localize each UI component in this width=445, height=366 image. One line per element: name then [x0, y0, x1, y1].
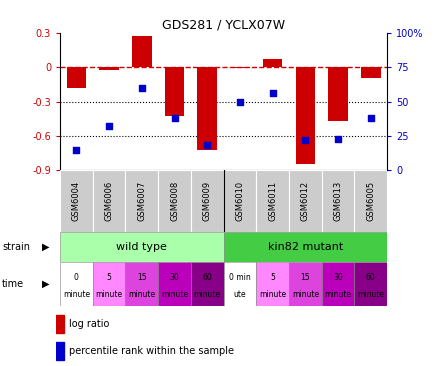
Bar	[289, 170, 322, 232]
Text: ▶: ▶	[42, 279, 50, 289]
Text: 60: 60	[202, 273, 212, 281]
Text: minute: minute	[357, 290, 384, 299]
Text: 5: 5	[107, 273, 112, 281]
Bar	[165, 67, 184, 116]
Point	[138, 85, 146, 91]
Bar	[224, 262, 256, 306]
Bar	[295, 67, 315, 164]
Bar	[93, 170, 125, 232]
Text: GSM6010: GSM6010	[235, 181, 244, 221]
Text: time: time	[2, 279, 24, 289]
Text: 15: 15	[137, 273, 147, 281]
Text: minute: minute	[96, 290, 123, 299]
Text: GSM6012: GSM6012	[301, 181, 310, 221]
Text: GSM6011: GSM6011	[268, 181, 277, 221]
Bar	[224, 232, 387, 262]
Bar	[60, 232, 224, 262]
Bar	[99, 67, 119, 70]
Bar	[256, 262, 289, 306]
Bar	[158, 170, 191, 232]
Text: GSM6013: GSM6013	[334, 181, 343, 221]
Text: GSM6008: GSM6008	[170, 181, 179, 221]
Text: minute: minute	[63, 290, 90, 299]
Bar	[322, 170, 355, 232]
Bar	[361, 67, 380, 78]
Text: kin82 mutant: kin82 mutant	[268, 242, 343, 252]
Text: minute: minute	[324, 290, 352, 299]
Bar	[355, 170, 387, 232]
Bar	[60, 262, 93, 306]
Text: minute: minute	[161, 290, 188, 299]
Text: GSM6004: GSM6004	[72, 181, 81, 221]
Bar	[263, 59, 283, 67]
Point	[105, 123, 113, 129]
Text: minute: minute	[194, 290, 221, 299]
Bar	[56, 315, 64, 333]
Text: GSM6006: GSM6006	[105, 181, 113, 221]
Text: ▶: ▶	[42, 242, 50, 252]
Point	[171, 115, 178, 121]
Text: 0: 0	[74, 273, 79, 281]
Text: strain: strain	[2, 242, 30, 252]
Point	[73, 147, 80, 153]
Bar	[256, 170, 289, 232]
Bar	[93, 262, 125, 306]
Text: 5: 5	[270, 273, 275, 281]
Bar	[158, 262, 191, 306]
Bar	[60, 170, 93, 232]
Text: 15: 15	[300, 273, 310, 281]
Bar	[56, 342, 64, 360]
Point	[236, 98, 243, 105]
Bar	[125, 262, 158, 306]
Point	[302, 137, 309, 143]
Text: GSM6007: GSM6007	[138, 181, 146, 221]
Text: 0 min: 0 min	[229, 273, 251, 281]
Point	[269, 90, 276, 96]
Bar	[191, 170, 224, 232]
Bar	[224, 170, 256, 232]
Bar	[191, 262, 224, 306]
Bar	[125, 170, 158, 232]
Text: 60: 60	[366, 273, 376, 281]
Text: wild type: wild type	[117, 242, 167, 252]
Point	[335, 136, 342, 142]
Bar	[230, 67, 250, 68]
Text: minute: minute	[128, 290, 155, 299]
Text: 30: 30	[170, 273, 179, 281]
Point	[204, 143, 211, 149]
Text: log ratio: log ratio	[69, 319, 109, 329]
Text: ute: ute	[234, 290, 246, 299]
Bar	[328, 67, 348, 121]
Text: GSM6009: GSM6009	[203, 181, 212, 221]
Bar	[322, 262, 355, 306]
Text: 30: 30	[333, 273, 343, 281]
Point	[367, 115, 374, 121]
Bar	[132, 36, 152, 67]
Bar	[198, 67, 217, 150]
Bar	[355, 262, 387, 306]
Text: minute: minute	[292, 290, 319, 299]
Bar	[67, 67, 86, 88]
Bar	[289, 262, 322, 306]
Title: GDS281 / YCLX07W: GDS281 / YCLX07W	[162, 19, 285, 32]
Text: percentile rank within the sample: percentile rank within the sample	[69, 346, 234, 356]
Text: GSM6005: GSM6005	[366, 181, 375, 221]
Text: minute: minute	[259, 290, 286, 299]
